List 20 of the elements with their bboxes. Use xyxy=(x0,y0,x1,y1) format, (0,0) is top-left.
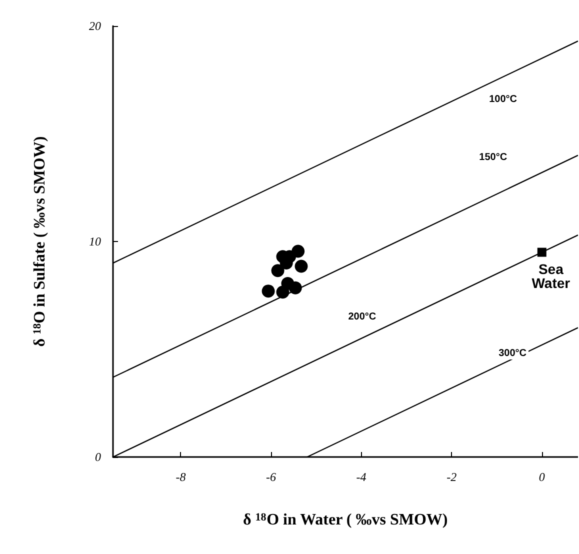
y-axis-title: δ 18O in Sulfate ( ‰vs SMOW) xyxy=(32,136,48,347)
point xyxy=(262,284,275,298)
point xyxy=(292,244,305,258)
y-tick-label: 0 xyxy=(95,450,101,464)
x-tick-label: -2 xyxy=(446,470,457,484)
x-tick-label: 0 xyxy=(538,470,545,484)
x-tick-label: -8 xyxy=(176,470,186,484)
annotation: Sea Water xyxy=(532,260,571,291)
annotation: 100°C xyxy=(489,94,518,105)
x-tick-label: -6 xyxy=(266,470,276,484)
y-tick-label: 20 xyxy=(89,19,101,33)
annotation: 150°C xyxy=(479,152,508,163)
point xyxy=(271,264,284,278)
annotation: 200°C xyxy=(348,311,376,322)
annotation: 300°C xyxy=(498,348,526,360)
point xyxy=(294,260,308,273)
x-tick-label: -4 xyxy=(356,470,366,484)
y-tick-label: 10 xyxy=(89,234,101,248)
point xyxy=(537,248,546,257)
point xyxy=(288,281,302,294)
